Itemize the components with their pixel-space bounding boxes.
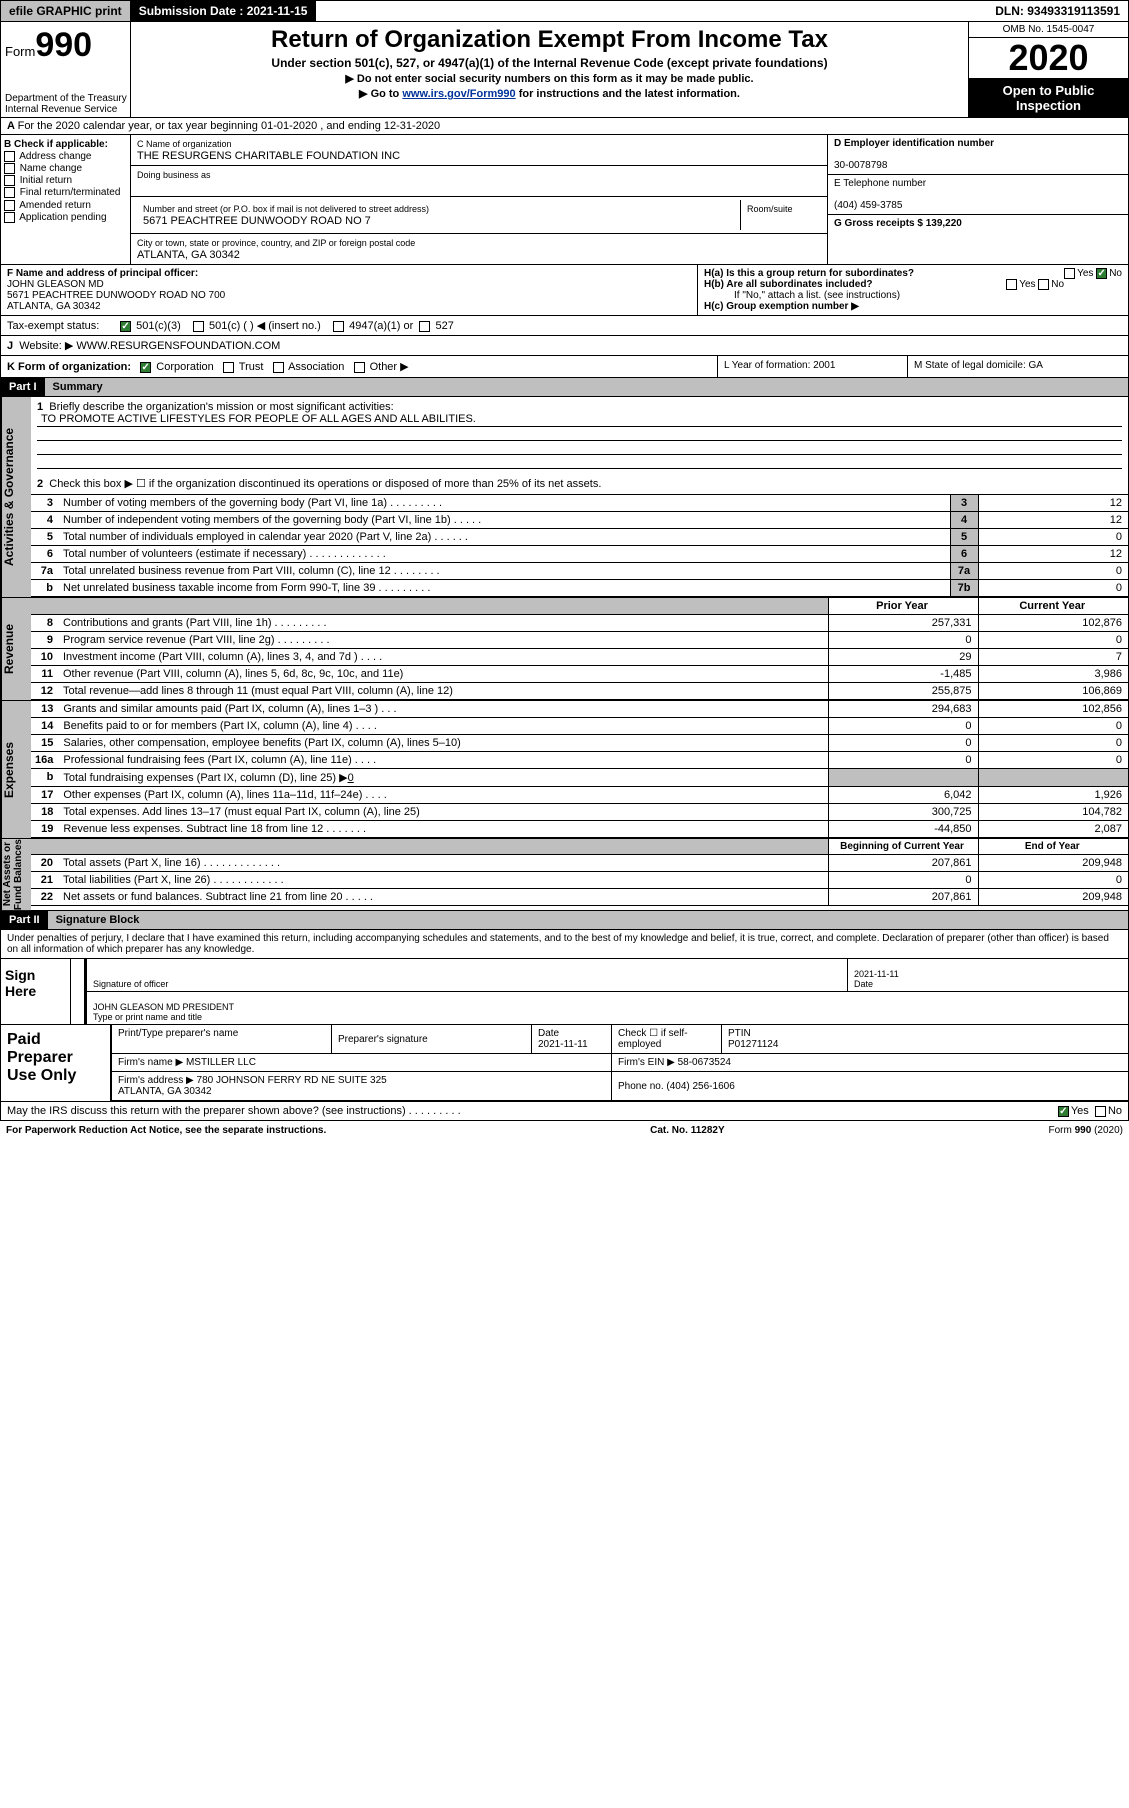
topbar: efile GRAPHIC print Submission Date : 20… xyxy=(0,0,1129,22)
expenses-section: Expenses 13Grants and similar amounts pa… xyxy=(0,701,1129,839)
discuss-row: May the IRS discuss this return with the… xyxy=(0,1102,1129,1121)
box-d: D Employer identification number30-00787… xyxy=(828,135,1128,175)
box-f: F Name and address of principal officer:… xyxy=(1,265,698,315)
checkbox-item[interactable]: Initial return xyxy=(4,175,127,186)
line-a: A For the 2020 calendar year, or tax yea… xyxy=(0,118,1129,135)
box-j: J Website: ▶ WWW.RESURGENSFOUNDATION.COM xyxy=(0,336,1129,356)
sidebar-revenue: Revenue xyxy=(1,598,31,700)
line-1: 1 Briefly describe the organization's mi… xyxy=(31,397,1128,473)
form-title: Return of Organization Exempt From Incom… xyxy=(137,26,962,54)
f-h-row: F Name and address of principal officer:… xyxy=(0,265,1129,316)
city-row: City or town, state or province, country… xyxy=(131,234,827,264)
box-h: H(a) Is this a group return for subordin… xyxy=(698,265,1128,315)
box-g: G Gross receipts $ 139,220 xyxy=(828,215,1128,232)
revenue-table: Prior YearCurrent Year8Contributions and… xyxy=(31,598,1128,700)
part-ii-header: Part II Signature Block xyxy=(0,911,1129,930)
signature-line: Signature of officer xyxy=(87,959,848,991)
box-k: K Form of organization: ✓ Corporation Tr… xyxy=(1,356,718,377)
revenue-section: Revenue Prior YearCurrent Year8Contribut… xyxy=(0,598,1129,701)
netassets-section: Net Assets or Fund Balances Beginning of… xyxy=(0,839,1129,911)
box-m: M State of legal domicile: GA xyxy=(908,356,1128,377)
checkbox-item[interactable]: Application pending xyxy=(4,212,127,223)
org-name-row: C Name of organization THE RESURGENS CHA… xyxy=(131,135,827,166)
omb-number: OMB No. 1545-0047 xyxy=(969,22,1128,38)
gov-table: 3Number of voting members of the governi… xyxy=(31,495,1128,597)
governance-section: Activities & Governance 1 Briefly descri… xyxy=(0,397,1129,598)
dept-treasury: Department of the Treasury Internal Reve… xyxy=(5,93,127,115)
section-b-to-g: B Check if applicable: Address change Na… xyxy=(0,135,1129,265)
sign-here-block: Sign Here Signature of officer 2021-11-1… xyxy=(0,959,1129,1025)
tax-exempt-row: Tax-exempt status: ✓ 501(c)(3) 501(c) ( … xyxy=(0,316,1129,336)
footer: For Paperwork Reduction Act Notice, see … xyxy=(0,1121,1129,1140)
part-i-header: Part I Summary xyxy=(0,378,1129,397)
sidebar-governance: Activities & Governance xyxy=(1,397,31,597)
paid-preparer-block: Paid Preparer Use Only Print/Type prepar… xyxy=(0,1025,1129,1102)
efile-print-button[interactable]: efile GRAPHIC print xyxy=(1,1,131,21)
penalties-text: Under penalties of perjury, I declare th… xyxy=(0,930,1129,959)
address-row: Number and street (or P.O. box if mail i… xyxy=(131,197,827,234)
tax-year: 2020 xyxy=(969,38,1128,79)
netassets-table: Beginning of Current YearEnd of Year20To… xyxy=(31,839,1128,906)
goto-link-row: ▶ Go to www.irs.gov/Form990 for instruct… xyxy=(137,87,962,100)
form-number: Form990 xyxy=(5,26,126,65)
org-name: THE RESURGENS CHARITABLE FOUNDATION INC xyxy=(137,150,400,162)
header: Form990 Department of the Treasury Inter… xyxy=(0,22,1129,118)
form-subtitle: Under section 501(c), 527, or 4947(a)(1)… xyxy=(137,56,962,70)
dln: DLN: 93493319113591 xyxy=(987,1,1128,21)
checkbox-item[interactable]: Final return/terminated xyxy=(4,187,127,198)
submission-date: Submission Date : 2021-11-15 xyxy=(131,1,317,21)
dba-row: Doing business as xyxy=(131,166,827,197)
irs-link[interactable]: www.irs.gov/Form990 xyxy=(402,88,515,100)
checkbox-item[interactable]: Amended return xyxy=(4,200,127,211)
mission-text: TO PROMOTE ACTIVE LIFESTYLES FOR PEOPLE … xyxy=(37,413,1122,427)
sign-date: 2021-11-11Date xyxy=(848,959,1128,991)
open-to-public: Open to Public Inspection xyxy=(969,79,1128,117)
officer-name: JOHN GLEASON MD PRESIDENTType or print n… xyxy=(87,992,1128,1024)
ssn-warning: ▶ Do not enter social security numbers o… xyxy=(137,72,962,85)
line-2: 2 Check this box ▶ ☐ if the organization… xyxy=(31,473,1128,495)
checkbox-item[interactable]: Name change xyxy=(4,163,127,174)
checkbox-item[interactable]: Address change xyxy=(4,151,127,162)
box-l: L Year of formation: 2001 xyxy=(718,356,908,377)
box-b: B Check if applicable: Address change Na… xyxy=(1,135,131,264)
box-e: E Telephone number(404) 459-3785 xyxy=(828,175,1128,215)
sidebar-netassets: Net Assets or Fund Balances xyxy=(1,839,31,910)
k-l-m-row: K Form of organization: ✓ Corporation Tr… xyxy=(0,356,1129,378)
expenses-table: 13Grants and similar amounts paid (Part … xyxy=(31,701,1128,838)
sidebar-expenses: Expenses xyxy=(1,701,31,838)
